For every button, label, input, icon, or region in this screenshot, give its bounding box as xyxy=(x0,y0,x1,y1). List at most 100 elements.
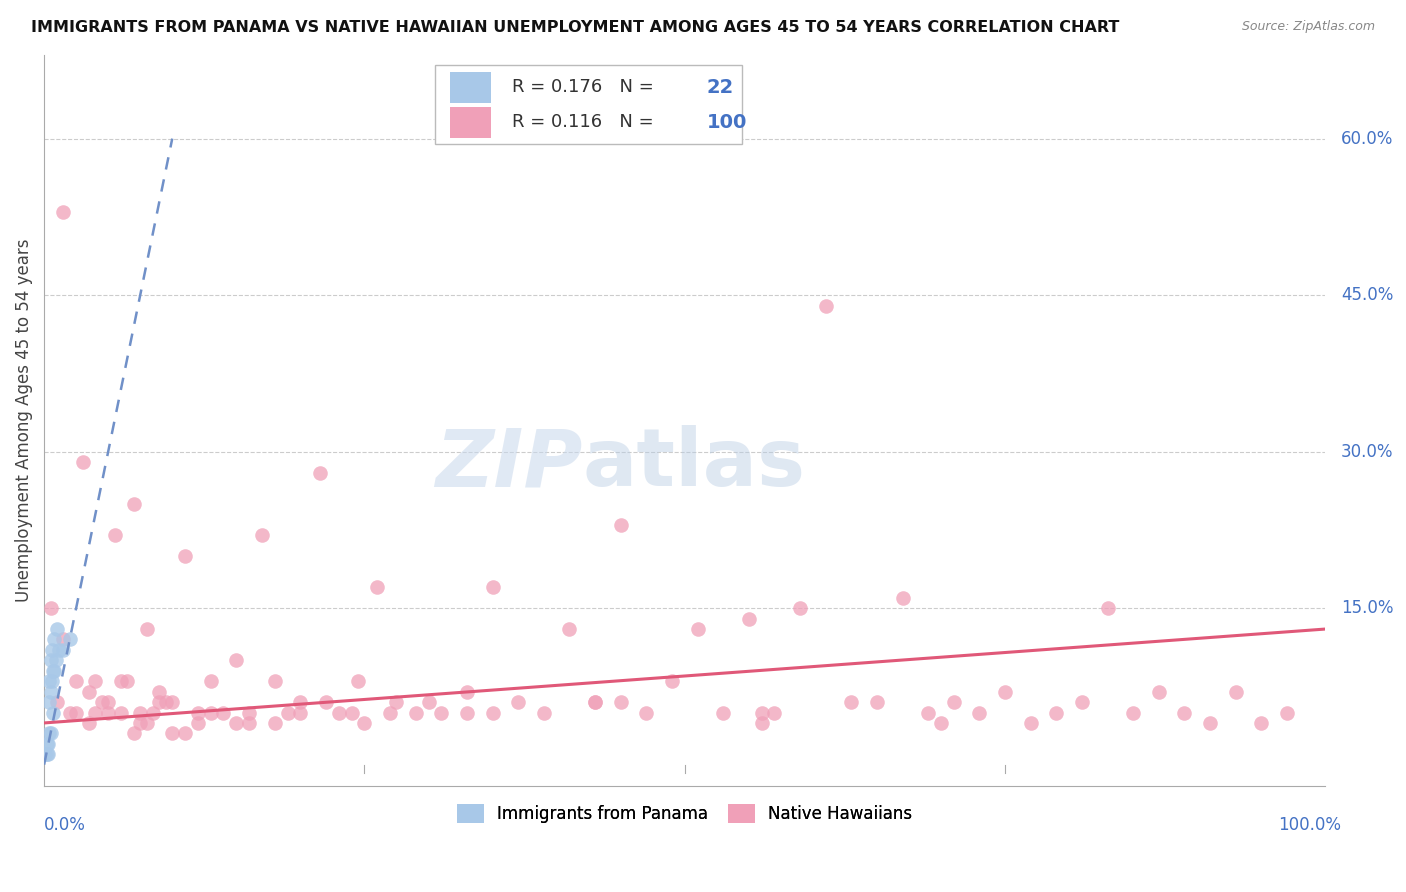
Point xyxy=(866,695,889,709)
Point xyxy=(763,706,786,720)
Text: 30.0%: 30.0% xyxy=(1341,442,1393,460)
FancyBboxPatch shape xyxy=(450,72,491,103)
Text: R = 0.116   N =: R = 0.116 N = xyxy=(512,113,659,131)
Point xyxy=(45,695,67,709)
Point xyxy=(84,674,107,689)
Point xyxy=(65,674,87,689)
Point xyxy=(1250,715,1272,730)
Point xyxy=(456,706,478,720)
Point xyxy=(162,695,184,709)
Point xyxy=(508,695,530,709)
Point xyxy=(456,684,478,698)
Point xyxy=(636,706,658,720)
Point xyxy=(38,674,60,689)
Point xyxy=(97,695,120,709)
Point xyxy=(77,715,100,730)
Text: 60.0%: 60.0% xyxy=(1341,129,1393,147)
Point xyxy=(59,632,82,647)
Point xyxy=(686,622,709,636)
Point xyxy=(212,706,235,720)
Point xyxy=(135,715,157,730)
Point xyxy=(942,695,965,709)
Point xyxy=(558,622,581,636)
Point xyxy=(263,715,285,730)
Point xyxy=(162,726,184,740)
Text: 15.0%: 15.0% xyxy=(1341,599,1393,617)
Point xyxy=(148,684,170,698)
Point xyxy=(290,706,312,720)
Point xyxy=(65,706,87,720)
Point xyxy=(174,726,197,740)
Text: 45.0%: 45.0% xyxy=(1341,286,1393,304)
Point xyxy=(129,706,152,720)
Point xyxy=(90,695,112,709)
FancyBboxPatch shape xyxy=(450,107,491,137)
Point xyxy=(405,706,427,720)
Legend: Immigrants from Panama, Native Hawaiians: Immigrants from Panama, Native Hawaiians xyxy=(450,797,920,830)
Point xyxy=(42,706,65,720)
Point xyxy=(52,643,75,657)
Text: R = 0.176   N =: R = 0.176 N = xyxy=(512,78,659,96)
Point xyxy=(1019,715,1042,730)
Point xyxy=(37,747,59,762)
Point xyxy=(751,706,773,720)
Point xyxy=(814,299,837,313)
Point xyxy=(52,632,75,647)
Point xyxy=(72,455,94,469)
Point xyxy=(533,706,555,720)
Point xyxy=(122,497,145,511)
Point xyxy=(481,580,503,594)
Point xyxy=(142,706,165,720)
Point xyxy=(39,684,62,698)
Point xyxy=(1097,601,1119,615)
Point xyxy=(738,611,761,625)
Point xyxy=(841,695,863,709)
Point xyxy=(135,622,157,636)
Point xyxy=(711,706,734,720)
Point xyxy=(277,706,299,720)
Point xyxy=(353,715,375,730)
Point xyxy=(117,674,139,689)
Point xyxy=(45,622,67,636)
Point xyxy=(751,715,773,730)
Point xyxy=(34,747,56,762)
Point xyxy=(308,466,330,480)
Point xyxy=(59,706,82,720)
Point xyxy=(42,664,65,678)
Point xyxy=(45,653,67,667)
Point xyxy=(187,706,209,720)
Point xyxy=(38,726,60,740)
Point xyxy=(315,695,337,709)
Point xyxy=(263,674,285,689)
Point xyxy=(44,664,66,678)
Point xyxy=(39,653,62,667)
Point xyxy=(418,695,440,709)
Point xyxy=(110,674,132,689)
Point xyxy=(122,726,145,740)
Point xyxy=(481,706,503,720)
Text: ZIP: ZIP xyxy=(434,425,582,503)
Point xyxy=(200,706,222,720)
Point xyxy=(200,674,222,689)
Point xyxy=(661,674,683,689)
Point xyxy=(103,528,125,542)
Point xyxy=(609,517,631,532)
Y-axis label: Unemployment Among Ages 45 to 54 years: Unemployment Among Ages 45 to 54 years xyxy=(15,238,32,602)
Point xyxy=(789,601,811,615)
Text: 100: 100 xyxy=(707,112,747,132)
Point xyxy=(1199,715,1222,730)
Point xyxy=(917,706,939,720)
Point xyxy=(44,632,66,647)
Point xyxy=(238,715,260,730)
Point xyxy=(1225,684,1247,698)
Point xyxy=(35,747,58,762)
Point xyxy=(39,601,62,615)
Text: atlas: atlas xyxy=(582,425,806,503)
FancyBboxPatch shape xyxy=(434,65,742,145)
Point xyxy=(583,695,606,709)
Text: 100.0%: 100.0% xyxy=(1278,816,1341,834)
Point xyxy=(290,695,312,709)
Point xyxy=(1173,706,1195,720)
Text: 22: 22 xyxy=(707,78,734,97)
Point xyxy=(48,643,70,657)
